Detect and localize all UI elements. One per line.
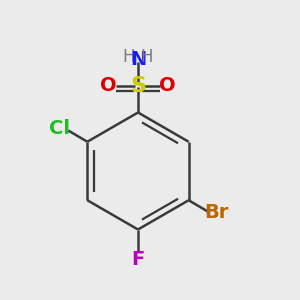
Text: S: S (130, 76, 146, 95)
Text: O: O (100, 76, 117, 95)
Text: H: H (123, 48, 135, 66)
Text: H: H (141, 48, 153, 66)
Text: F: F (131, 250, 145, 269)
Text: O: O (159, 76, 176, 95)
Text: N: N (130, 50, 146, 69)
Text: Cl: Cl (49, 119, 70, 139)
Text: Br: Br (205, 203, 229, 223)
